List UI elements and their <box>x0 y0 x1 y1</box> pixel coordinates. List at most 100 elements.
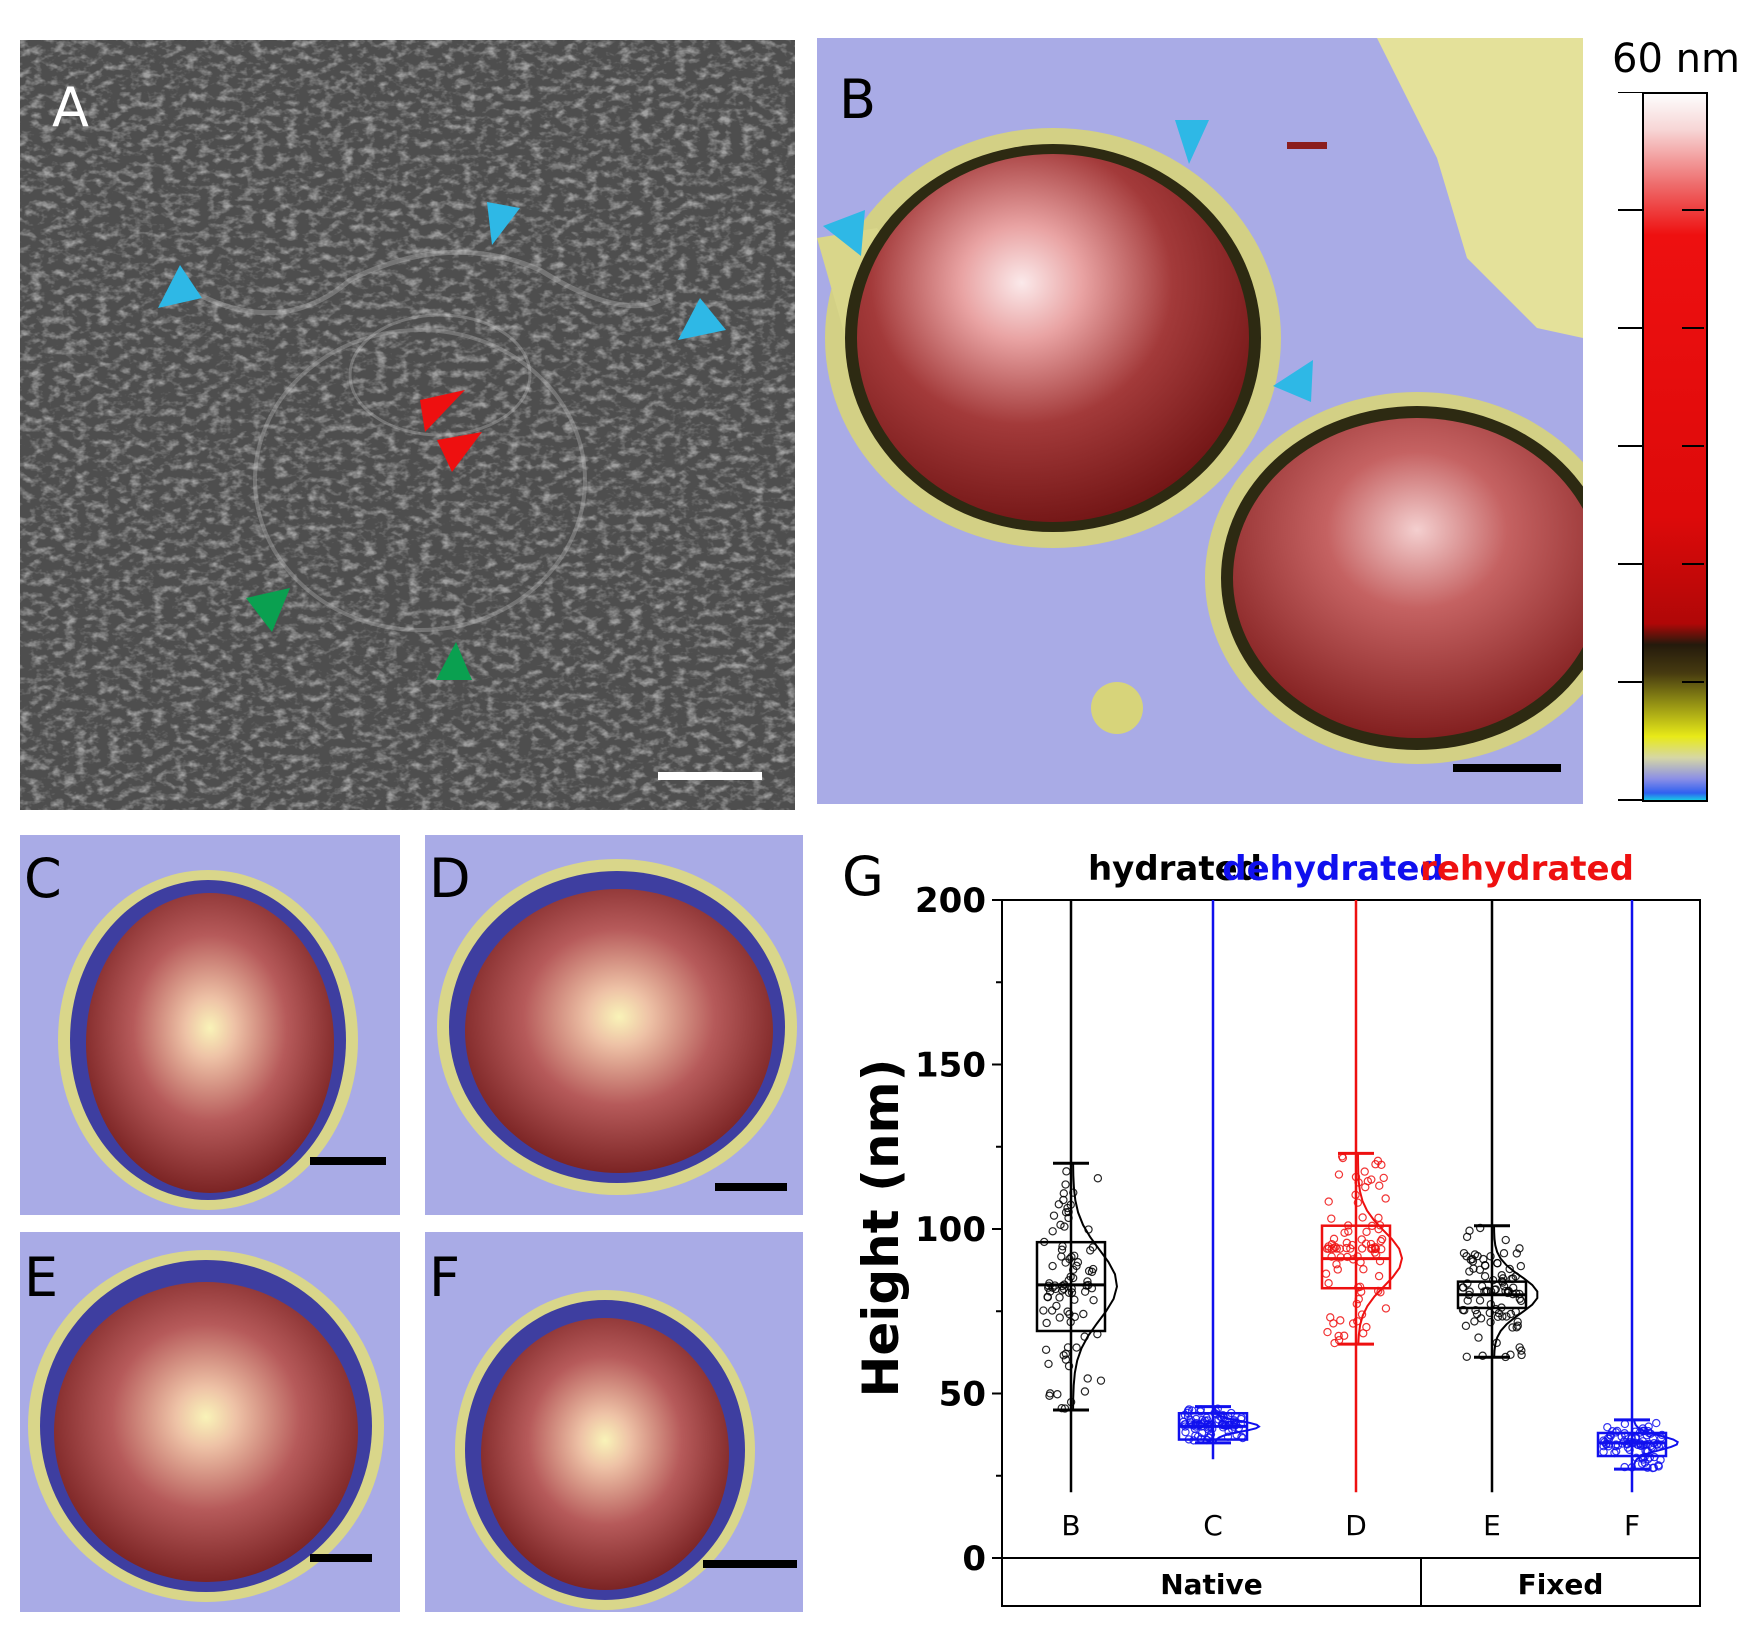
y-tick-label: 100 <box>915 1210 986 1250</box>
data-point <box>1329 1319 1338 1328</box>
data-point <box>1207 1420 1217 1429</box>
data-point <box>1039 1306 1048 1315</box>
data-point <box>1361 1239 1371 1248</box>
panel-b-label: B <box>839 68 877 131</box>
data-point <box>1079 1309 1088 1319</box>
y-tick-label: 50 <box>939 1375 986 1415</box>
data-point <box>1357 1235 1366 1244</box>
data-point <box>1351 1172 1361 1182</box>
data-point <box>1066 1397 1076 1407</box>
data-point <box>1093 1174 1103 1183</box>
box-F: F <box>1596 900 1679 1542</box>
data-point <box>1486 1252 1495 1261</box>
iqr-box <box>1596 1431 1668 1458</box>
cyan-arrowhead <box>678 298 726 340</box>
data-point <box>1379 1173 1388 1183</box>
data-point <box>1080 1387 1090 1396</box>
data-point <box>1462 1352 1471 1362</box>
y-axis-label: Height (nm) <box>852 1059 910 1398</box>
data-point <box>1059 1351 1068 1360</box>
data-point <box>1180 1410 1190 1420</box>
data-point <box>1359 1329 1368 1338</box>
data-point <box>1348 1319 1358 1328</box>
panel-e-scale-bar <box>310 1554 372 1562</box>
data-point <box>1515 1244 1524 1253</box>
panel-a-arrows <box>158 202 726 680</box>
category-label-E: E <box>1483 1509 1501 1542</box>
data-point <box>1471 1305 1480 1315</box>
data-point <box>1041 1345 1051 1354</box>
category-label-C: C <box>1203 1509 1223 1542</box>
data-point <box>1506 1309 1516 1319</box>
data-point <box>1321 1269 1331 1278</box>
data-point <box>1381 1194 1390 1203</box>
data-point <box>1070 1295 1079 1304</box>
panel-a-label: A <box>52 76 89 139</box>
data-point <box>1620 1419 1630 1429</box>
data-point <box>1371 1244 1381 1253</box>
group-label-native: Native <box>1160 1568 1263 1601</box>
data-point <box>1633 1440 1643 1450</box>
data-point <box>1067 1252 1076 1262</box>
data-point <box>1061 1180 1070 1189</box>
data-point <box>1502 1312 1511 1321</box>
data-point <box>1334 1336 1344 1345</box>
panel-b-scale-bar <box>1453 764 1561 772</box>
afm-image-f <box>455 1290 755 1610</box>
data-point <box>1063 1307 1072 1316</box>
data-point <box>1327 1214 1336 1223</box>
data-point <box>1083 1374 1092 1383</box>
group-label-fixed: Fixed <box>1518 1568 1604 1601</box>
data-point <box>1227 1420 1236 1429</box>
data-point <box>1505 1264 1514 1274</box>
data-point <box>1324 1197 1333 1206</box>
data-point <box>1501 1235 1510 1245</box>
panel-c-afm: C <box>20 835 400 1215</box>
data-point <box>1072 1261 1081 1271</box>
data-point <box>1362 1227 1371 1237</box>
data-point <box>1374 1213 1383 1223</box>
panel-d-afm: D <box>425 835 803 1215</box>
afm-image-d <box>437 859 797 1195</box>
panel-e-afm: E <box>20 1232 400 1612</box>
data-point <box>1088 1264 1098 1274</box>
data-point <box>1508 1323 1517 1332</box>
data-point <box>1061 1355 1071 1364</box>
iqr-box <box>1035 1240 1107 1333</box>
data-point <box>1340 1228 1349 1237</box>
category-label-B: B <box>1061 1509 1080 1542</box>
data-point <box>1057 1245 1067 1254</box>
box-E: E <box>1456 900 1539 1542</box>
data-point <box>1354 1294 1363 1304</box>
data-point <box>1649 1463 1659 1472</box>
green-arrowhead <box>246 588 290 632</box>
tomogram-image <box>20 40 795 810</box>
data-point <box>1486 1317 1495 1327</box>
data-point <box>1351 1190 1360 1200</box>
data-point <box>1357 1244 1367 1253</box>
panel-d-label: D <box>429 847 471 910</box>
data-point <box>1644 1422 1653 1431</box>
cyan-arrowhead <box>487 202 520 245</box>
data-point <box>1488 1275 1498 1285</box>
data-point <box>1334 1170 1344 1179</box>
y-tick-label: 0 <box>962 1539 986 1579</box>
data-point <box>1358 1213 1367 1222</box>
box-D: D <box>1320 900 1404 1542</box>
data-point <box>1360 1167 1369 1176</box>
red-arrowhead <box>420 390 465 432</box>
data-point <box>1053 1390 1062 1399</box>
data-point <box>1474 1333 1483 1342</box>
data-point <box>1355 1282 1365 1292</box>
data-point <box>1334 1331 1343 1341</box>
data-point <box>1205 1433 1214 1442</box>
panel-a-scale-bar <box>658 772 762 780</box>
data-point <box>1652 1418 1661 1428</box>
panel-c-scale-bar <box>310 1157 386 1165</box>
data-point <box>1063 1343 1073 1352</box>
data-point <box>1067 1288 1077 1297</box>
panel-e-label: E <box>24 1246 59 1309</box>
iqr-box <box>1320 1224 1392 1290</box>
data-point <box>1654 1462 1663 1471</box>
distribution-curve <box>1072 1163 1118 1410</box>
